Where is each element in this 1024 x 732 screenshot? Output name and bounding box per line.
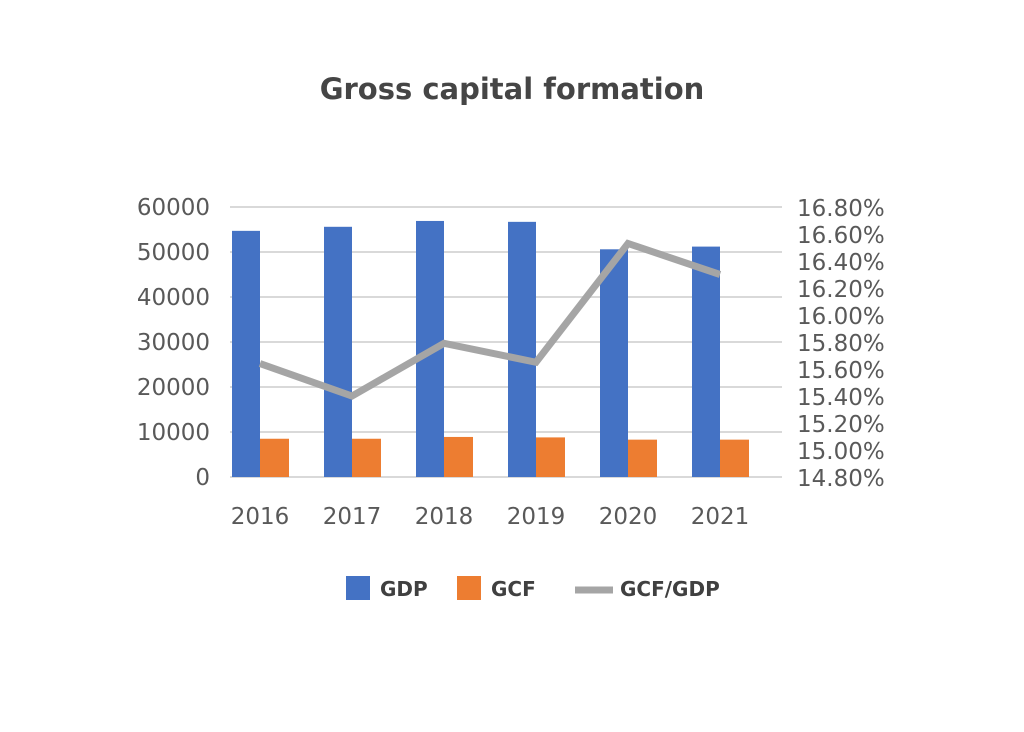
legend-swatch-gdp [346, 576, 370, 600]
y2-tick-label: 16.20% [797, 277, 885, 303]
y2-tick-label: 16.00% [797, 304, 885, 330]
y2-tick-label: 16.80% [797, 196, 885, 222]
x-tick-label: 2020 [599, 504, 658, 530]
bar-gdp [600, 249, 628, 477]
y-tick-label: 30000 [137, 330, 210, 356]
chart-title: Gross capital formation [319, 72, 705, 106]
x-tick-label: 2016 [231, 504, 290, 530]
y2-tick-label: 15.00% [797, 439, 885, 465]
x-tick-label: 2021 [691, 504, 750, 530]
bar-gdp [232, 230, 260, 477]
y-tick-label: 60000 [137, 195, 210, 221]
x-tick-label: 2019 [507, 504, 566, 530]
y-tick-label: 20000 [137, 375, 210, 401]
bar-gcf [444, 436, 473, 477]
legend-label-gcf: GCF [491, 577, 536, 601]
y-tick-label: 0 [195, 465, 210, 491]
y2-tick-label: 16.60% [797, 223, 885, 249]
y2-tick-label: 15.80% [797, 331, 885, 357]
bar-gcf [260, 438, 289, 477]
y2-tick-label: 15.20% [797, 412, 885, 438]
legend-label-gdp: GDP [380, 577, 428, 601]
bar-gcf [720, 439, 749, 477]
y2-tick-label: 15.40% [797, 385, 885, 411]
y2-tick-label: 16.40% [797, 250, 885, 276]
y-tick-label: 40000 [137, 285, 210, 311]
y-tick-label: 50000 [137, 240, 210, 266]
x-tick-label: 2017 [323, 504, 382, 530]
bar-gdp [692, 246, 720, 477]
legend-label-gcf-gdp: GCF/GDP [620, 577, 720, 601]
bar-gdp [508, 221, 536, 477]
legend-swatch-gcf [457, 576, 481, 600]
y-tick-label: 10000 [137, 420, 210, 446]
bar-gcf [352, 438, 381, 477]
y2-tick-label: 14.80% [797, 466, 885, 492]
bar-gcf [536, 437, 565, 477]
line-gcf-gdp [258, 239, 722, 400]
y2-tick-label: 15.60% [797, 358, 885, 384]
x-tick-label: 2018 [415, 504, 474, 530]
bar-gdp [324, 226, 352, 477]
bar-gcf [628, 439, 657, 477]
